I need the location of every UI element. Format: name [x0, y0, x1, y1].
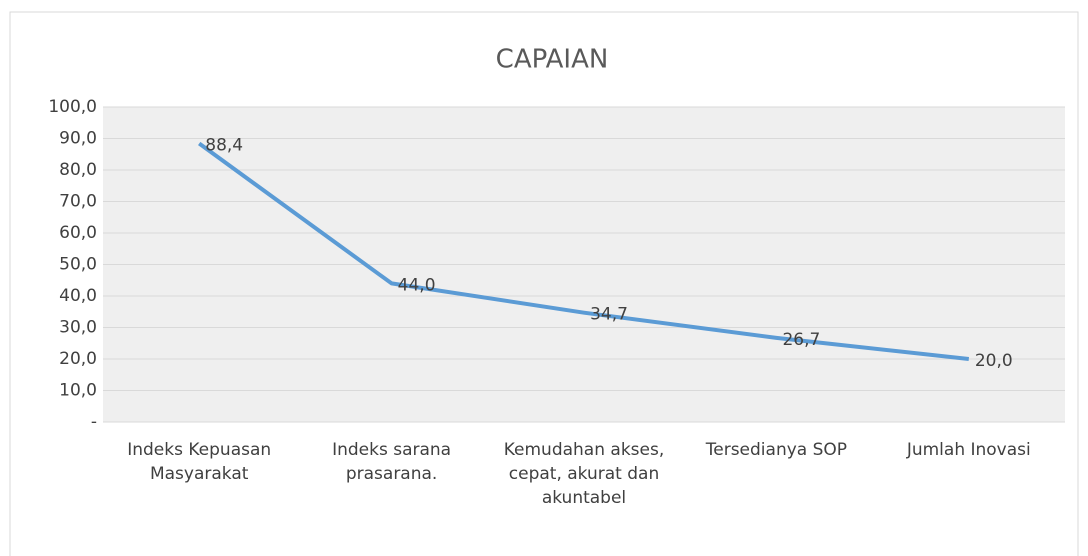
- x-tick-label: Kemudahan akses, cepat, akurat dan akunt…: [503, 440, 665, 508]
- y-tick-label: 80,0: [59, 160, 97, 180]
- data-label: 20,0: [975, 351, 1013, 371]
- y-tick-label: 100,0: [48, 97, 97, 117]
- y-tick-label: -: [91, 412, 97, 432]
- chart-title: CAPAIAN: [496, 45, 609, 75]
- line: [198, 141, 970, 361]
- y-tick-label: 20,0: [59, 349, 97, 369]
- y-tick-label: 10,0: [59, 381, 97, 401]
- data-label: 88,4: [205, 136, 243, 156]
- x-tick-label: Indeks Kepuasan Masyarakat: [127, 440, 272, 484]
- x-tick-label: Jumlah Inovasi: [906, 440, 1031, 460]
- y-tick-label: 60,0: [59, 223, 97, 243]
- data-label: 26,7: [782, 330, 820, 350]
- y-tick-label: 50,0: [59, 255, 97, 275]
- y-tick-label: 70,0: [59, 192, 97, 212]
- y-tick-label: 40,0: [59, 286, 97, 306]
- x-tick-label: Indeks sarana prasarana.: [332, 440, 452, 484]
- data-label: 34,7: [590, 305, 628, 325]
- y-tick-label: 30,0: [59, 318, 97, 338]
- y-tick-label: 90,0: [59, 129, 97, 149]
- x-tick-label: Tersedianya SOP: [705, 440, 848, 460]
- data-label: 44,0: [398, 275, 436, 295]
